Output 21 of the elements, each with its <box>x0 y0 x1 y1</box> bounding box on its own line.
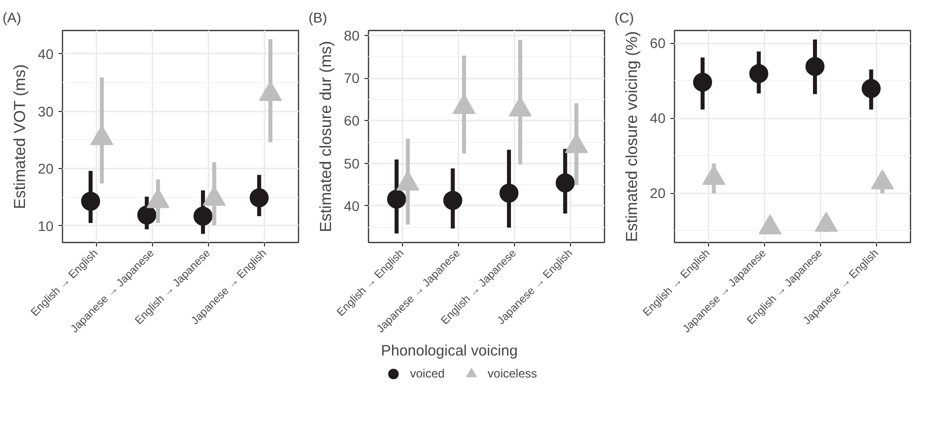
y-tick-label: 40 <box>650 110 666 126</box>
y-axis-title: Estimated VOT (ms) <box>12 64 29 209</box>
legend-label: voiceless <box>488 366 538 380</box>
y-tick-label: 60 <box>650 35 666 52</box>
y-tick-label: 40 <box>344 198 360 214</box>
y-tick-label: 30 <box>38 103 54 120</box>
y-tick-label: 50 <box>344 155 360 172</box>
y-tick-label: 70 <box>344 70 360 86</box>
legend-label: voiced <box>410 366 445 380</box>
y-axis-title: Estimated closure voicing (%) <box>624 31 641 242</box>
y-tick-label: 20 <box>38 160 54 177</box>
y-axis-title: Estimated closure dur (ms) <box>318 40 335 232</box>
chart-title: (B) <box>308 10 328 26</box>
y-tick-label: 10 <box>38 218 54 234</box>
chart-title: (A) <box>2 10 22 26</box>
y-tick-label: 60 <box>344 112 360 129</box>
y-tick-label: 40 <box>38 46 54 62</box>
legend-title: Phonological voicing <box>380 342 519 360</box>
y-tick-label: 80 <box>344 28 360 44</box>
y-tick-label: 20 <box>650 185 666 202</box>
chart-title: (C) <box>614 10 634 26</box>
